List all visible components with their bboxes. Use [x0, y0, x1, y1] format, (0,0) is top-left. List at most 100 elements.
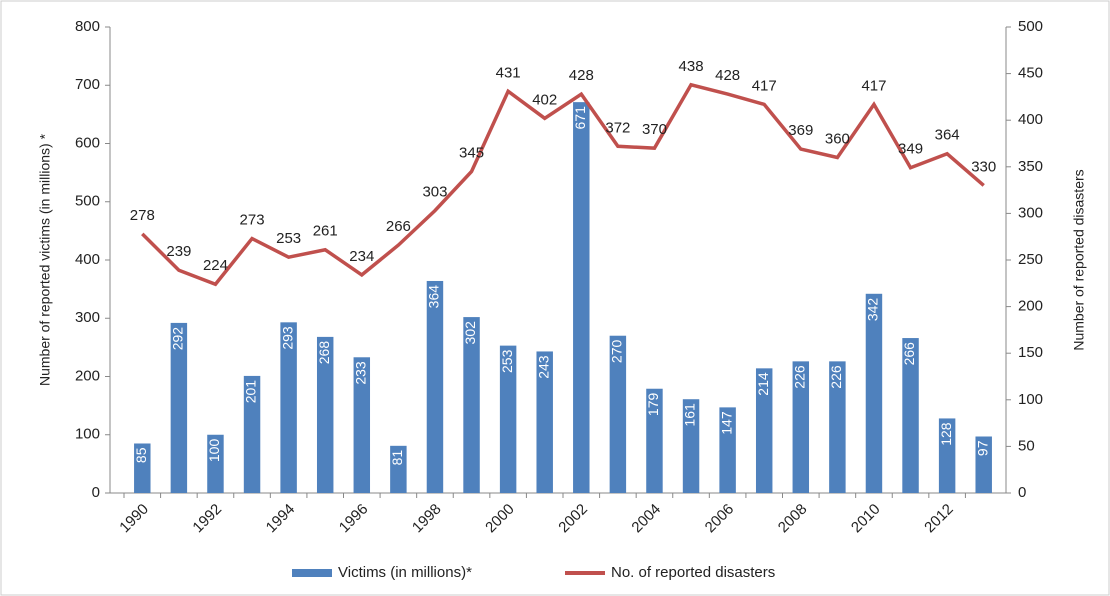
bar-label: 293 [279, 326, 295, 350]
y-axis-title: Number of reported victims (in millions)… [37, 133, 53, 386]
bar [792, 361, 810, 493]
bar [719, 407, 736, 493]
bar [865, 293, 883, 493]
bar [609, 335, 627, 493]
line-label: 234 [349, 248, 374, 265]
bar-label: 268 [316, 341, 332, 365]
line-label: 438 [679, 58, 704, 75]
bar-label: 128 [938, 422, 954, 446]
bar-label: 302 [462, 321, 478, 345]
line-label: 273 [240, 212, 265, 229]
y-tick-label: 300 [75, 309, 100, 326]
y2-tick-label: 300 [1018, 204, 1043, 221]
line-label: 417 [861, 77, 886, 94]
bar [902, 338, 919, 493]
bar-label: 179 [645, 393, 661, 417]
bar-label: 100 [206, 439, 222, 463]
line-label: 360 [825, 130, 850, 147]
bar-label: 270 [609, 340, 625, 364]
bar [134, 443, 151, 493]
y2-tick-label: 350 [1018, 158, 1043, 175]
y2-tick-label: 450 [1018, 65, 1043, 82]
y-tick-label: 200 [75, 367, 100, 384]
y2-tick-label: 50 [1018, 437, 1035, 454]
bar [353, 357, 371, 493]
line-label: 239 [166, 243, 191, 260]
line-label: 431 [496, 64, 521, 81]
bar [573, 102, 590, 493]
bar-label: 85 [133, 447, 149, 463]
line-label: 370 [642, 121, 667, 138]
y2-tick-label: 150 [1018, 344, 1043, 361]
line [141, 82, 985, 287]
bar [975, 436, 992, 493]
y2-tick-label: 100 [1018, 391, 1043, 408]
bar [280, 322, 297, 493]
bar-label: 147 [718, 411, 734, 435]
line-label: 428 [715, 67, 740, 84]
y2-axis-title: Number of reported disasters [1071, 169, 1087, 350]
legend-label: Victims (in millions)* [338, 564, 472, 581]
y2-tick-label: 250 [1018, 251, 1043, 268]
line-label: 345 [459, 144, 484, 161]
bar-label: 233 [352, 361, 368, 385]
y2-tick-label: 200 [1018, 298, 1043, 315]
line-label: 303 [422, 184, 447, 201]
y-tick-label: 400 [75, 251, 100, 268]
y2-tick-label: 400 [1018, 111, 1043, 128]
line-label: 372 [605, 119, 630, 136]
line-label: 224 [203, 257, 228, 274]
bar-label: 342 [865, 298, 881, 322]
y-tick-label: 100 [75, 426, 100, 443]
y-tick-label: 800 [75, 18, 100, 35]
bar [426, 280, 444, 493]
bar [536, 351, 553, 493]
bar-label: 671 [572, 106, 588, 130]
line-label: 364 [935, 127, 960, 144]
bar [646, 388, 663, 493]
bar-label: 81 [389, 450, 405, 466]
bar-label: 253 [499, 349, 515, 373]
line-label: 402 [532, 91, 557, 108]
bar [682, 399, 700, 493]
y-tick-label: 500 [75, 193, 100, 210]
bar [243, 375, 261, 493]
line-label: 278 [130, 207, 155, 224]
bar-label: 226 [828, 365, 844, 389]
bar [463, 317, 480, 493]
bar [390, 445, 407, 493]
line-label: 349 [898, 141, 923, 158]
bar-label: 214 [755, 372, 771, 396]
y2-tick-label: 0 [1018, 484, 1026, 501]
y2-tick-label: 500 [1018, 18, 1043, 35]
legend-label: No. of reported disasters [611, 564, 775, 581]
bar-label: 364 [426, 285, 442, 309]
line-label: 266 [386, 218, 411, 235]
line-label: 369 [788, 122, 813, 139]
bar-label: 97 [974, 440, 990, 456]
bar [829, 361, 846, 493]
bar-label: 161 [682, 403, 698, 427]
legend-swatch [292, 569, 332, 577]
y-tick-label: 0 [92, 484, 100, 501]
line-label: 261 [313, 223, 338, 240]
line-label: 253 [276, 230, 301, 247]
bar-label: 266 [901, 342, 917, 366]
bar [170, 322, 188, 493]
y-tick-label: 700 [75, 76, 100, 93]
bar-label: 226 [791, 365, 807, 389]
bar [938, 418, 956, 493]
line-label: 428 [569, 67, 594, 84]
bar [207, 434, 224, 493]
bar-label: 292 [170, 327, 186, 351]
line-label: 417 [752, 77, 777, 94]
bar [755, 368, 773, 493]
bar-label: 243 [535, 355, 551, 379]
bar [316, 336, 334, 493]
bar-label: 201 [243, 380, 259, 404]
line-label: 330 [971, 158, 996, 175]
bar [499, 345, 517, 493]
y-tick-label: 600 [75, 134, 100, 151]
